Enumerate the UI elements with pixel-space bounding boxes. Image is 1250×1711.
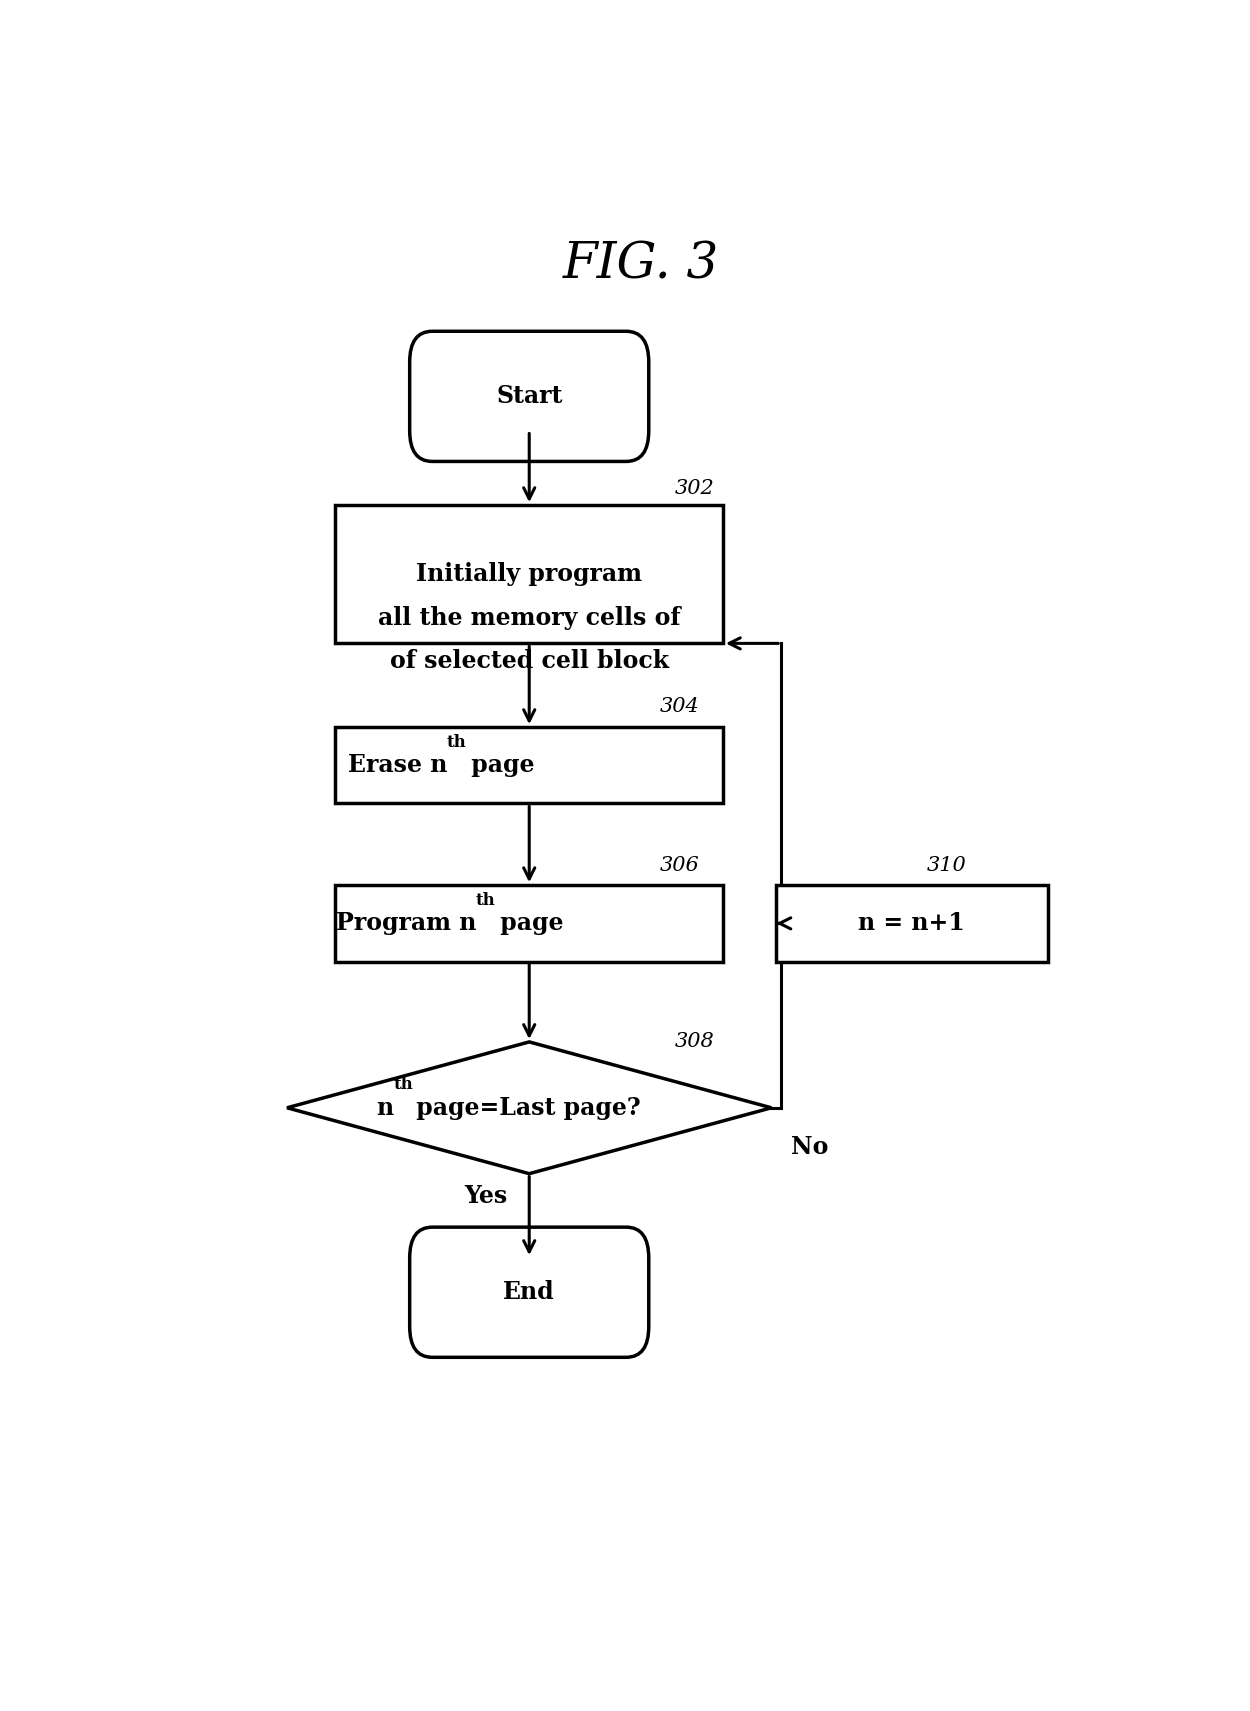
- Text: FIG. 3: FIG. 3: [562, 240, 719, 289]
- Text: of selected cell block: of selected cell block: [390, 648, 669, 672]
- Text: 310: 310: [926, 856, 966, 874]
- Text: 304: 304: [660, 698, 700, 717]
- Bar: [335, 727, 722, 804]
- FancyBboxPatch shape: [410, 1227, 649, 1357]
- Text: all the memory cells of: all the memory cells of: [378, 606, 680, 630]
- Text: th: th: [394, 1076, 414, 1093]
- Text: 308: 308: [675, 1032, 714, 1051]
- Text: th: th: [448, 734, 466, 751]
- Text: Yes: Yes: [464, 1184, 508, 1208]
- Text: Erase n: Erase n: [348, 753, 448, 777]
- Text: No: No: [791, 1136, 829, 1160]
- Bar: [776, 885, 1048, 962]
- Text: End: End: [504, 1280, 555, 1304]
- Text: th: th: [476, 893, 496, 910]
- Text: Program n: Program n: [335, 912, 476, 936]
- Text: page=Last page?: page=Last page?: [408, 1095, 641, 1119]
- Text: Start: Start: [496, 385, 562, 409]
- Bar: [335, 505, 722, 643]
- Text: n = n+1: n = n+1: [859, 912, 965, 936]
- Text: page: page: [492, 912, 564, 936]
- Text: Initially program: Initially program: [416, 563, 642, 587]
- Text: 302: 302: [675, 479, 714, 498]
- Text: page: page: [464, 753, 535, 777]
- Text: 306: 306: [660, 856, 700, 874]
- Bar: [335, 885, 722, 962]
- FancyBboxPatch shape: [410, 332, 649, 462]
- Polygon shape: [288, 1042, 771, 1174]
- Text: n: n: [376, 1095, 394, 1119]
